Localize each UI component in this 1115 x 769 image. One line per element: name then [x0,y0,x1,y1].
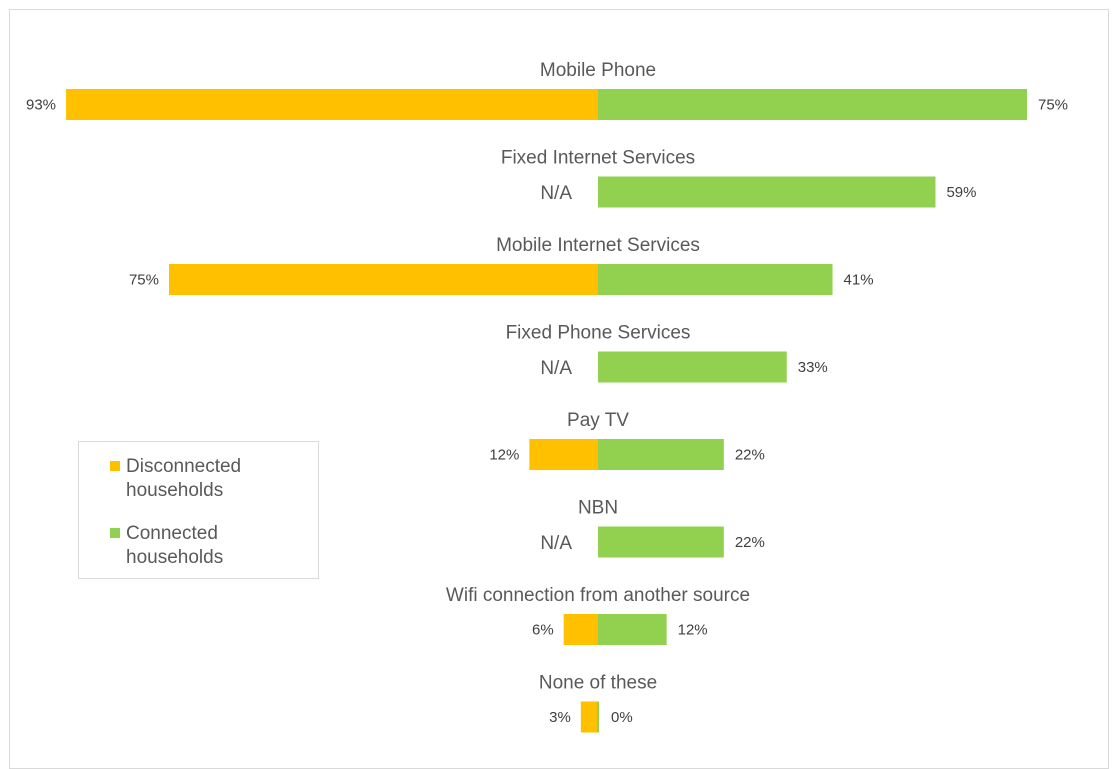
legend-item-disconnected: Disconnected households [110,455,242,503]
data-label-disconnected-pay-tv: 12% [489,447,519,464]
data-label-connected-pay-tv: 22% [735,447,765,464]
data-label-disconnected-mobile-internet-services: 75% [129,272,159,289]
bar-disconnected-wifi-connection-from-another-source [563,614,598,645]
category-label-pay-tv: Pay TV [567,410,629,431]
legend-swatch-connected [110,528,120,538]
data-label-connected-mobile-phone: 75% [1038,97,1068,114]
category-label-fixed-phone-services: Fixed Phone Services [506,323,691,344]
data-label-connected-none-of-these: 0% [611,709,633,726]
data-label-disconnected-fixed-phone-services: N/A [540,358,572,379]
bar-connected-pay-tv [598,439,724,470]
bar-connected-mobile-internet-services [598,264,833,295]
data-label-connected-wifi-connection-from-another-source: 12% [678,622,708,639]
bar-disconnected-mobile-internet-services [169,264,598,295]
data-label-disconnected-none-of-these: 3% [549,709,571,726]
data-label-connected-fixed-internet-services: 59% [946,184,976,201]
bar-connected-wifi-connection-from-another-source [598,614,667,645]
bar-connected-fixed-internet-services [598,176,936,208]
data-label-disconnected-mobile-phone: 93% [26,97,56,114]
legend-label-connected-line2: households [126,547,224,568]
bar-connected-nbn [598,526,724,558]
bar-connected-mobile-phone [598,89,1027,120]
data-label-disconnected-wifi-connection-from-another-source: 6% [532,622,554,639]
legend-label-disconnected-line2: households [126,480,224,501]
bar-disconnected-mobile-phone [66,89,599,120]
bar-connected-fixed-phone-services [598,351,787,383]
category-label-wifi-connection-from-another-source: Wifi connection from another source [446,585,750,606]
category-label-mobile-internet-services: Mobile Internet Services [496,235,700,256]
bar-disconnected-pay-tv [529,439,598,470]
category-label-nbn: NBN [578,498,618,519]
category-label-none-of-these: None of these [539,673,657,694]
legend-label-disconnected-line1: Disconnected [126,456,242,477]
data-label-connected-mobile-internet-services: 41% [844,272,874,289]
data-label-connected-nbn: 22% [735,534,765,551]
bar-connected-none-of-these [597,701,599,733]
category-label-fixed-internet-services: Fixed Internet Services [501,148,695,169]
legend-swatch-disconnected [110,461,120,471]
data-label-disconnected-fixed-internet-services: N/A [540,183,572,204]
legend-label-connected-line1: Connected [126,523,218,544]
data-label-connected-fixed-phone-services: 33% [798,359,828,376]
bar-disconnected-none-of-these [580,701,598,733]
legend-item-connected: Connected households [110,522,224,570]
legend: Disconnected households Connected househ… [78,441,319,579]
category-label-mobile-phone: Mobile Phone [540,60,656,81]
data-label-disconnected-nbn: N/A [540,533,572,554]
